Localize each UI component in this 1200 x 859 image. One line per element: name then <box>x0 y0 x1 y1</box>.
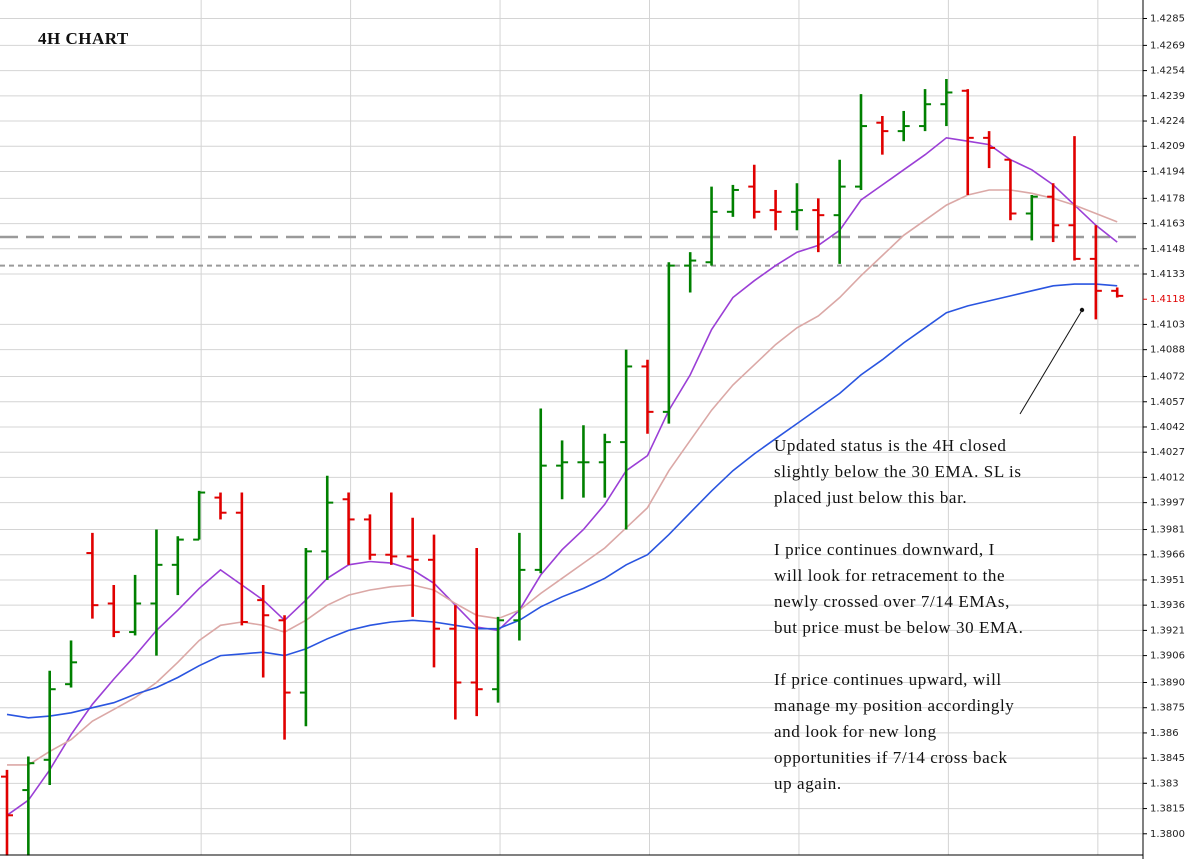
y-tick-label: 1.4209 <box>1150 141 1185 152</box>
y-tick-label: 1.3921 <box>1150 625 1185 636</box>
y-tick-label: 1.4088 <box>1150 345 1185 356</box>
y-tick-label: 1.386 <box>1150 728 1179 739</box>
y-tick-label: 1.4057 <box>1150 397 1185 408</box>
y-tick-label: 1.4224 <box>1150 116 1185 127</box>
y-tick-label: 1.3936 <box>1150 600 1185 611</box>
y-tick-label: 1.3875 <box>1150 703 1185 714</box>
y-tick-label: 1.4012 <box>1150 472 1185 483</box>
y-tick-label: 1.4269 <box>1150 40 1185 51</box>
y-tick-label: 1.4027 <box>1150 447 1185 458</box>
current-price-box <box>1145 292 1199 307</box>
y-tick-label: 1.3890 <box>1150 677 1185 688</box>
y-tick-label: 1.4148 <box>1150 244 1185 255</box>
y-tick-label: 1.3906 <box>1150 651 1185 662</box>
y-tick-label: 1.4133 <box>1150 269 1185 280</box>
y-tick-label: 1.4103 <box>1150 319 1185 330</box>
y-tick-label: 1.4194 <box>1150 166 1185 177</box>
y-tick-label: 1.4072 <box>1150 372 1185 383</box>
y-tick-label: 1.3966 <box>1150 550 1185 561</box>
current-price-label: 1.4118 <box>1150 294 1185 305</box>
annotation-line: Updated status is the 4H closed <box>774 436 1006 455</box>
annotation-dot <box>1079 307 1085 313</box>
y-tick-label: 1.4285 <box>1150 13 1185 24</box>
annotation-line: slightly below the 30 EMA. SL is <box>774 462 1022 481</box>
annotation-line: placed just below this bar. <box>774 488 967 507</box>
annotation-line: and look for new long <box>774 722 937 741</box>
grid <box>0 0 1143 855</box>
y-tick-label: 1.4163 <box>1150 219 1185 230</box>
annotation-line: opportunities if 7/14 cross back <box>774 748 1008 767</box>
y-tick-label: 1.3997 <box>1150 498 1185 509</box>
y-tick-label: 1.3815 <box>1150 804 1185 815</box>
marks <box>0 79 1143 856</box>
annotation-line: will look for retracement to the <box>774 566 1005 585</box>
annotation-line: but price must be below 30 EMA. <box>774 618 1023 637</box>
ema-line <box>7 189 1118 766</box>
ema-line <box>6 283 1118 719</box>
annotation-line: manage my position accordingly <box>774 696 1014 715</box>
y-tick-label: 1.383 <box>1150 778 1179 789</box>
y-tick-label: 1.3981 <box>1150 525 1185 536</box>
y-tick-label: 1.4239 <box>1150 91 1185 102</box>
y-tick-label: 1.4178 <box>1150 193 1185 204</box>
annotation-arrow <box>1019 311 1082 415</box>
y-tick-label: 1.3845 <box>1150 753 1185 764</box>
annotation-line: If price continues upward, will <box>774 670 1002 689</box>
chart-title: 4H CHART <box>38 29 129 48</box>
y-tick-label: 1.3800 <box>1150 829 1185 840</box>
annotation-line: up again. <box>774 774 842 793</box>
y-tick-label: 1.4254 <box>1150 66 1185 77</box>
y-tick-label: 1.4042 <box>1150 422 1185 433</box>
annotation-line: I price continues downward, I <box>774 540 995 559</box>
annotation-line: newly crossed over 7/14 EMAs, <box>774 592 1010 611</box>
ema-line <box>6 136 1118 816</box>
y-tick-label: 1.3951 <box>1150 575 1185 586</box>
